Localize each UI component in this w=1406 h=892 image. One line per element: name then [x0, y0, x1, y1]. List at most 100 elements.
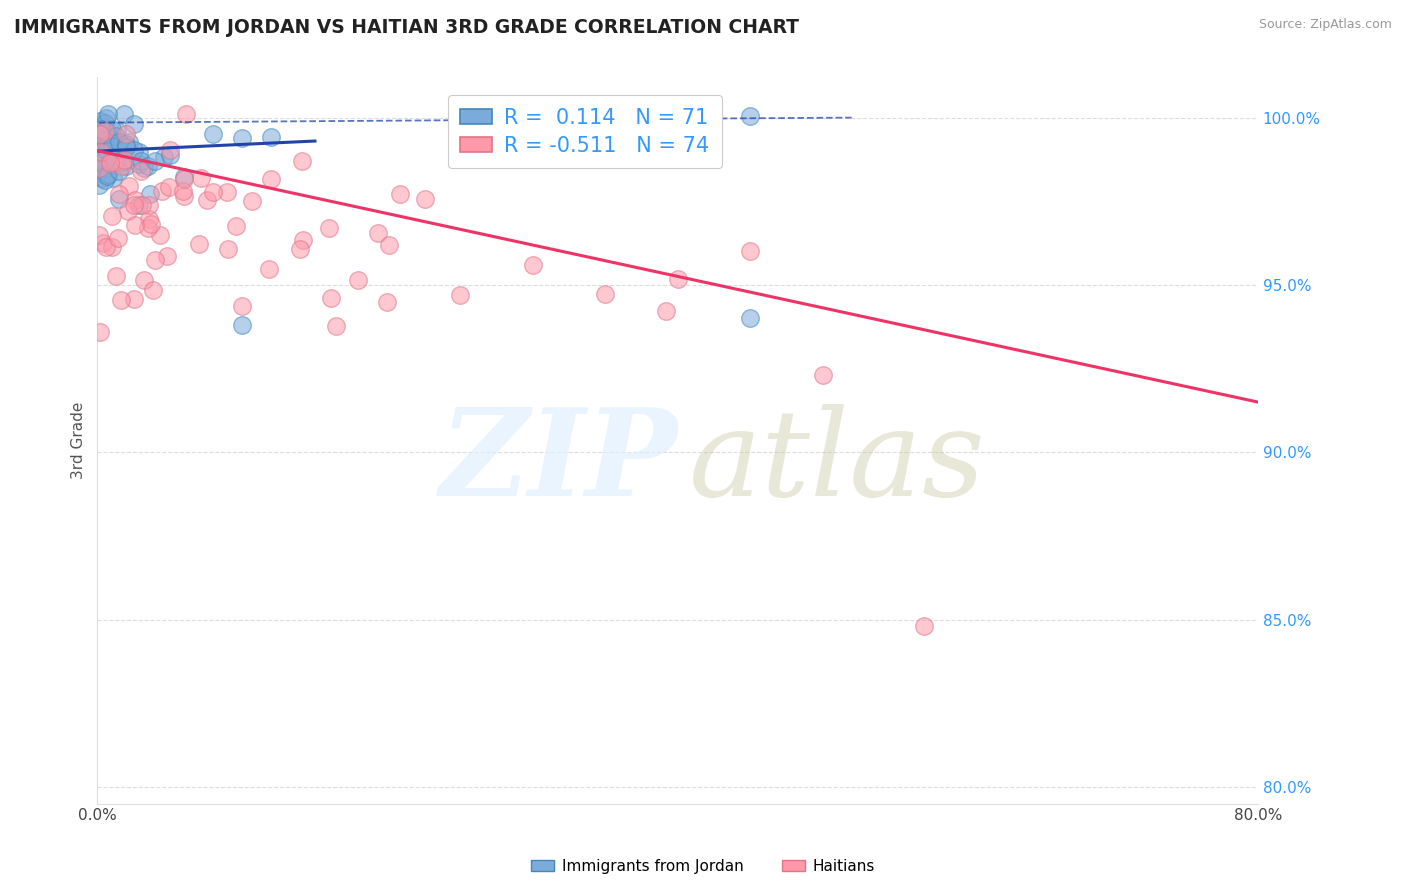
Point [94, 112, 117, 126]
Point [103, 155, 125, 169]
Point [110, 293, 132, 307]
Point [811, 368, 834, 382]
Point [150, 184, 173, 198]
Point [260, 172, 283, 186]
Point [129, 154, 152, 169]
Legend: R =  0.114   N = 71, R = -0.511   N = 74: R = 0.114 N = 71, R = -0.511 N = 74 [449, 95, 721, 169]
Text: atlas: atlas [689, 403, 986, 521]
Point [124, 193, 146, 207]
Point [103, 171, 125, 186]
Point [115, 136, 138, 151]
Point [122, 197, 145, 211]
Point [377, 238, 399, 252]
Point [90, 145, 112, 159]
Point [98, 146, 121, 161]
Point [215, 186, 238, 200]
Point [740, 311, 762, 326]
Text: ZIP: ZIP [439, 403, 678, 522]
Point [87, 228, 110, 243]
Point [593, 286, 616, 301]
Point [101, 240, 124, 254]
Point [110, 136, 132, 151]
Point [173, 188, 195, 202]
Point [522, 258, 544, 272]
Point [174, 107, 197, 121]
Point [91, 155, 114, 169]
Point [94, 134, 117, 148]
Point [105, 124, 128, 138]
Point [117, 203, 139, 218]
Point [108, 143, 131, 157]
Point [156, 249, 179, 263]
Text: Source: ZipAtlas.com: Source: ZipAtlas.com [1258, 18, 1392, 31]
Point [98, 128, 121, 143]
Point [377, 295, 399, 310]
Point [291, 154, 314, 169]
Point [159, 143, 181, 157]
Point [138, 186, 160, 201]
Point [98, 132, 121, 146]
Point [202, 127, 225, 141]
Point [367, 226, 389, 240]
Point [319, 292, 342, 306]
Point [104, 152, 127, 166]
Point [128, 157, 150, 171]
Point [97, 147, 120, 161]
Point [108, 192, 131, 206]
Point [138, 211, 160, 226]
Point [108, 186, 131, 201]
Point [912, 619, 935, 633]
Point [97, 168, 120, 182]
Point [136, 159, 159, 173]
Point [111, 155, 134, 169]
Point [115, 140, 138, 154]
Point [173, 172, 195, 186]
Point [98, 137, 121, 152]
Point [655, 303, 678, 318]
Point [110, 139, 132, 153]
Point [132, 161, 155, 175]
Point [98, 153, 121, 168]
Point [108, 135, 131, 149]
Text: IMMIGRANTS FROM JORDAN VS HAITIAN 3RD GRADE CORRELATION CHART: IMMIGRANTS FROM JORDAN VS HAITIAN 3RD GR… [14, 18, 799, 37]
Point [172, 184, 194, 198]
Point [225, 219, 247, 234]
Point [100, 132, 122, 146]
Point [217, 242, 239, 256]
Point [87, 161, 110, 175]
Point [91, 235, 114, 250]
Point [202, 185, 225, 199]
Point [114, 160, 136, 174]
Point [105, 153, 128, 167]
Point [87, 155, 110, 169]
Point [152, 150, 174, 164]
Point [112, 107, 135, 121]
Point [94, 240, 117, 254]
Point [124, 219, 146, 233]
Point [231, 131, 253, 145]
Point [94, 160, 117, 174]
Point [231, 318, 253, 332]
Point [91, 168, 114, 182]
Point [118, 179, 141, 194]
Point [740, 244, 762, 259]
Y-axis label: 3rd Grade: 3rd Grade [72, 401, 86, 479]
Point [159, 148, 181, 162]
Point [96, 144, 118, 158]
Point [111, 159, 134, 173]
Point [141, 283, 163, 297]
Point [100, 156, 122, 170]
Point [136, 221, 159, 235]
Point [145, 153, 167, 168]
Point [90, 122, 112, 136]
Point [666, 272, 689, 286]
Point [138, 198, 160, 212]
Point [94, 172, 117, 186]
Point [173, 169, 195, 184]
Point [187, 236, 209, 251]
Point [94, 124, 117, 138]
Point [157, 180, 180, 194]
Point [449, 288, 471, 302]
Point [128, 145, 150, 159]
Point [122, 117, 145, 131]
